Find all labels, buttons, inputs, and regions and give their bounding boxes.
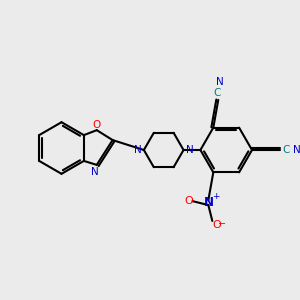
Text: N: N xyxy=(134,145,142,155)
Text: N: N xyxy=(216,77,224,87)
Text: O: O xyxy=(184,196,193,206)
Text: C: C xyxy=(214,88,221,98)
Text: N: N xyxy=(293,145,300,155)
Text: O: O xyxy=(93,120,101,130)
Text: N: N xyxy=(91,167,99,177)
Text: −: − xyxy=(218,219,226,229)
Text: C: C xyxy=(282,145,290,155)
Text: +: + xyxy=(212,192,220,201)
Text: N: N xyxy=(186,145,194,155)
Text: N: N xyxy=(204,196,214,208)
Text: O: O xyxy=(212,220,221,230)
